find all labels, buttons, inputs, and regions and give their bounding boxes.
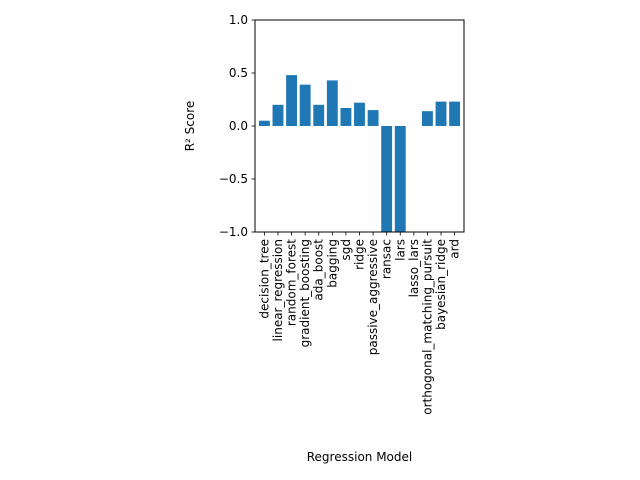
y-tick-label: 0.5 xyxy=(229,66,248,80)
x-tick-label: linear_regression xyxy=(271,239,285,341)
bar-ransac xyxy=(381,126,393,232)
y-tick-label: 1.0 xyxy=(229,13,248,27)
x-tick-label: lasso_lars xyxy=(407,239,421,297)
bar-orthogonal-matching-pursuit xyxy=(421,111,433,126)
x-tick-label: ransac xyxy=(380,239,394,279)
bar-ridge xyxy=(354,102,365,126)
y-tick-label: −1.0 xyxy=(219,225,248,239)
bar-linear-regression xyxy=(272,104,284,126)
x-axis-label: Regression Model xyxy=(307,450,412,464)
x-tick-label: lars xyxy=(393,239,407,261)
x-tick-label: bagging xyxy=(325,239,339,288)
bar-decision-tree xyxy=(258,120,270,126)
bar-bayesian-ridge xyxy=(435,101,447,126)
y-tick-label: −0.5 xyxy=(219,172,248,186)
x-tick-label: ard xyxy=(448,239,462,259)
bar-sgd xyxy=(340,107,352,126)
x-tick-label: orthogonal_matching_pursuit xyxy=(420,239,434,415)
x-tick-label: gradient_boosting xyxy=(298,239,312,347)
bar-bagging xyxy=(326,80,338,126)
bar-random-forest xyxy=(286,75,298,126)
bar-passive-aggressive xyxy=(367,110,379,126)
x-tick-label: sgd xyxy=(339,239,353,261)
x-tick-label: ridge xyxy=(353,239,367,270)
bar-ard xyxy=(449,101,461,126)
x-tick-label: bayesian_ridge xyxy=(434,239,448,330)
plot-frame xyxy=(254,19,465,233)
bar-lars xyxy=(394,126,406,232)
bar-gradient-boosting xyxy=(299,84,311,126)
x-tick-label: decision_tree xyxy=(257,239,271,319)
x-tick-label: ada_boost xyxy=(312,239,326,301)
bars-group xyxy=(258,75,461,232)
bar-ada-boost xyxy=(313,104,325,126)
x-tick-label: random_forest xyxy=(285,239,299,326)
x-axis: decision_tree linear_regression random_for… xyxy=(257,232,462,415)
y-tick-label: 0.0 xyxy=(229,119,248,133)
y-axis: −1.0 −0.5 0.0 0.5 1.0 xyxy=(219,13,255,239)
y-axis-label: R² Score xyxy=(183,101,197,152)
x-tick-label: passive_aggressive xyxy=(366,239,380,355)
